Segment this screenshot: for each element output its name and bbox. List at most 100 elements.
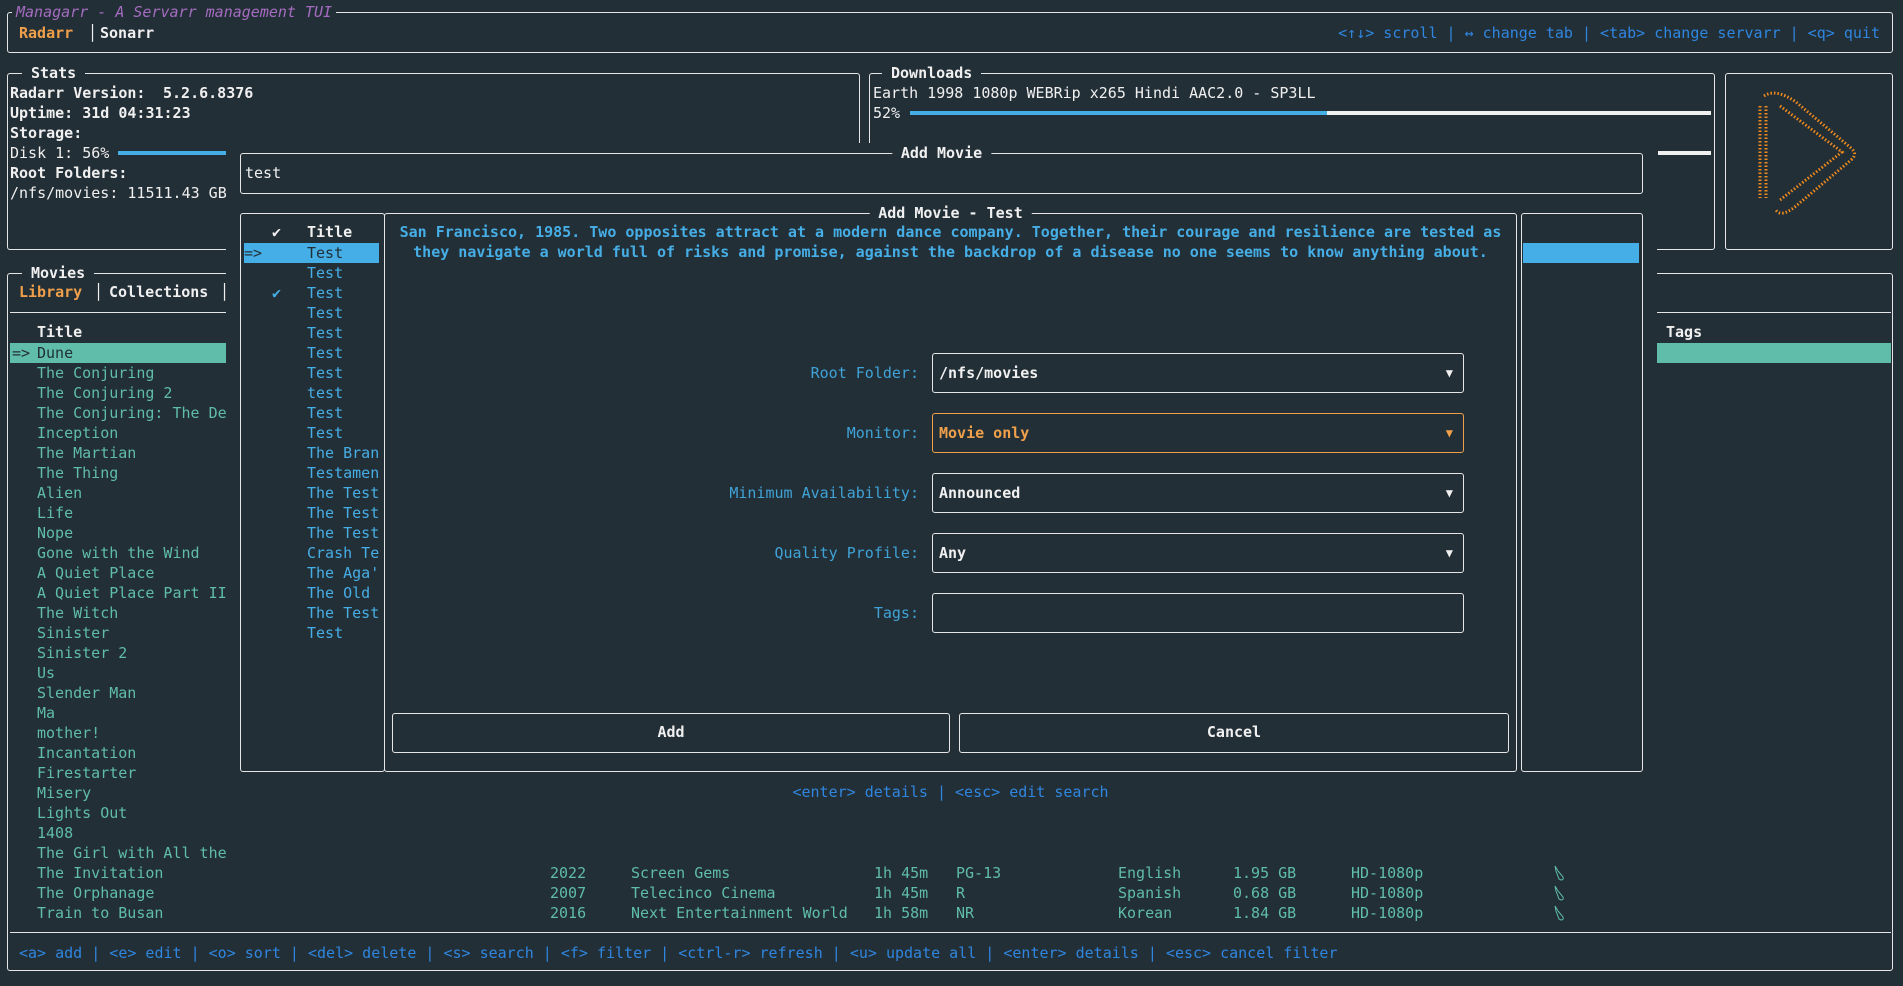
monitor-label: Monitor: — [846, 424, 919, 442]
movie-row-title[interactable]: Misery — [37, 784, 92, 802]
root-folders-label: Root Folders: — [10, 164, 128, 182]
search-result-title[interactable]: The Aga' — [307, 564, 380, 582]
movie-row-title[interactable]: 1408 — [37, 824, 74, 842]
movie-row-title[interactable]: mother! — [37, 724, 101, 742]
column-title[interactable]: Title — [37, 323, 83, 341]
movie-row-title[interactable]: Ma — [37, 704, 56, 722]
search-result-title[interactable]: Testamen — [307, 464, 380, 482]
column-added-check: ✔ — [272, 223, 282, 241]
movie-row-title[interactable]: The Conjuring: The De — [37, 404, 227, 422]
overview-line-1: San Francisco, 1985. Two opposites attra… — [399, 223, 1502, 241]
popup-backdrop — [226, 143, 1657, 862]
search-result-title[interactable]: Test — [307, 344, 344, 362]
search-result-title[interactable]: Test — [307, 364, 344, 382]
min-availability-value: Announced — [939, 484, 1021, 502]
search-result-title[interactable]: The Test — [307, 484, 380, 502]
movies-help: <a> add | <e> edit | <o> sort | <del> de… — [19, 944, 1338, 962]
search-result-title[interactable]: The Test — [307, 524, 380, 542]
movie-row-title[interactable]: The Orphanage — [37, 884, 155, 902]
movie-row-title[interactable]: The Thing — [37, 464, 119, 482]
movie-row-title[interactable]: Dune — [37, 344, 74, 362]
movie-row-title[interactable]: Inception — [37, 424, 119, 442]
search-result-title[interactable]: Test — [307, 304, 344, 322]
tab-divider: │ — [94, 283, 104, 301]
movie-row-title[interactable]: A Quiet Place — [37, 564, 155, 582]
movie-quality: HD-1080p — [1351, 904, 1424, 922]
movie-row-title[interactable]: The Martian — [37, 444, 137, 462]
movie-row-title[interactable]: A Quiet Place Part II — [37, 584, 227, 602]
movie-row-title[interactable]: Lights Out — [37, 804, 128, 822]
tab-library[interactable]: Library — [19, 283, 83, 301]
movie-row-title[interactable]: Gone with the Wind — [37, 544, 200, 562]
movie-quality: HD-1080p — [1351, 864, 1424, 882]
cancel-button[interactable]: Cancel — [959, 713, 1509, 753]
column-tags[interactable]: Tags — [1666, 323, 1703, 341]
search-result-title[interactable]: The Bran — [307, 444, 380, 462]
add-button[interactable]: Add — [392, 713, 950, 753]
search-result-title[interactable]: Test — [307, 244, 344, 262]
movie-quality: HD-1080p — [1351, 884, 1424, 902]
disk-usage: Disk 1: 56% — [10, 144, 110, 162]
movie-size: 0.68 GB — [1233, 884, 1297, 902]
search-result-title[interactable]: The Test — [307, 504, 380, 522]
search-result-title[interactable]: test — [307, 384, 344, 402]
search-result-title[interactable]: Crash Te — [307, 544, 380, 562]
movie-language: Spanish — [1118, 884, 1182, 902]
tab-collections[interactable]: Collections — [109, 283, 209, 301]
movie-row-title[interactable]: Train to Busan — [37, 904, 164, 922]
quality-profile-label: Quality Profile: — [774, 544, 920, 562]
search-result-title[interactable]: Test — [307, 624, 344, 642]
search-result-title[interactable]: The Test — [307, 604, 380, 622]
global-help: <↑↓> scroll | ↔ change tab | <tab> chang… — [1338, 24, 1880, 42]
quality-profile-dropdown[interactable]: Any ▼ — [932, 533, 1464, 573]
movie-studio: Screen Gems — [631, 864, 731, 882]
chevron-down-icon: ▼ — [1445, 546, 1453, 560]
tags-input[interactable] — [932, 593, 1464, 633]
movie-row-title[interactable]: Life — [37, 504, 74, 522]
search-result-title[interactable]: Test — [307, 284, 344, 302]
movie-year: 2016 — [550, 904, 587, 922]
logo-panel — [1725, 73, 1893, 250]
download-percent: 52% — [873, 104, 901, 122]
search-result-title[interactable]: Test — [307, 264, 344, 282]
checkmark-icon: ✔ — [272, 284, 282, 302]
stats-title: Stats — [22, 63, 86, 83]
chevron-down-icon: ▼ — [1445, 486, 1453, 500]
add-movie-search-box: Add Movie — [240, 143, 1643, 194]
monitor-dropdown[interactable]: Movie only ▼ — [932, 413, 1464, 453]
movie-runtime: 1h 45m — [874, 884, 929, 902]
uptime: Uptime: 31d 04:31:23 — [10, 104, 191, 122]
download-gauge — [910, 111, 1711, 115]
movie-runtime: 1h 45m — [874, 864, 929, 882]
movie-studio: Telecinco Cinema — [631, 884, 776, 902]
min-availability-dropdown[interactable]: Announced ▼ — [932, 473, 1464, 513]
movie-row-title[interactable]: Sinister 2 — [37, 644, 128, 662]
movie-studio: Next Entertainment World — [631, 904, 848, 922]
movie-rating: R — [956, 884, 966, 902]
search-result-title[interactable]: Test — [307, 424, 344, 442]
movie-row-title[interactable]: Alien — [37, 484, 83, 502]
movie-row-title[interactable]: Firestarter — [37, 764, 137, 782]
tab-radarr[interactable]: Radarr — [19, 24, 74, 42]
tab-sonarr[interactable]: Sonarr — [100, 24, 155, 42]
movie-row-title[interactable]: Incantation — [37, 744, 137, 762]
header-frame: Managarr - A Servarr management TUI — [7, 2, 1893, 53]
movie-row-title[interactable]: The Conjuring 2 — [37, 384, 173, 402]
movie-row-title[interactable]: Slender Man — [37, 684, 137, 702]
movie-row-title[interactable]: Us — [37, 664, 56, 682]
movie-row-title[interactable]: Nope — [37, 524, 74, 542]
download-name: Earth 1998 1080p WEBRip x265 Hindi AAC2.… — [873, 84, 1316, 102]
movie-row-title[interactable]: The Girl with All the — [37, 844, 227, 862]
movie-row-title[interactable]: The Witch — [37, 604, 119, 622]
search-result-title[interactable]: Test — [307, 404, 344, 422]
root-folder-dropdown[interactable]: /nfs/movies ▼ — [932, 353, 1464, 393]
bookmark-icon — [1552, 905, 1566, 926]
movie-row-title[interactable]: The Conjuring — [37, 364, 155, 382]
search-result-title[interactable]: Test — [307, 324, 344, 342]
movie-year: 2007 — [550, 884, 587, 902]
quality-profile-value: Any — [939, 544, 967, 562]
search-result-title[interactable]: The Old — [307, 584, 371, 602]
search-input[interactable]: test — [245, 164, 282, 182]
movie-row-title[interactable]: Sinister — [37, 624, 110, 642]
movie-row-title[interactable]: The Invitation — [37, 864, 164, 882]
